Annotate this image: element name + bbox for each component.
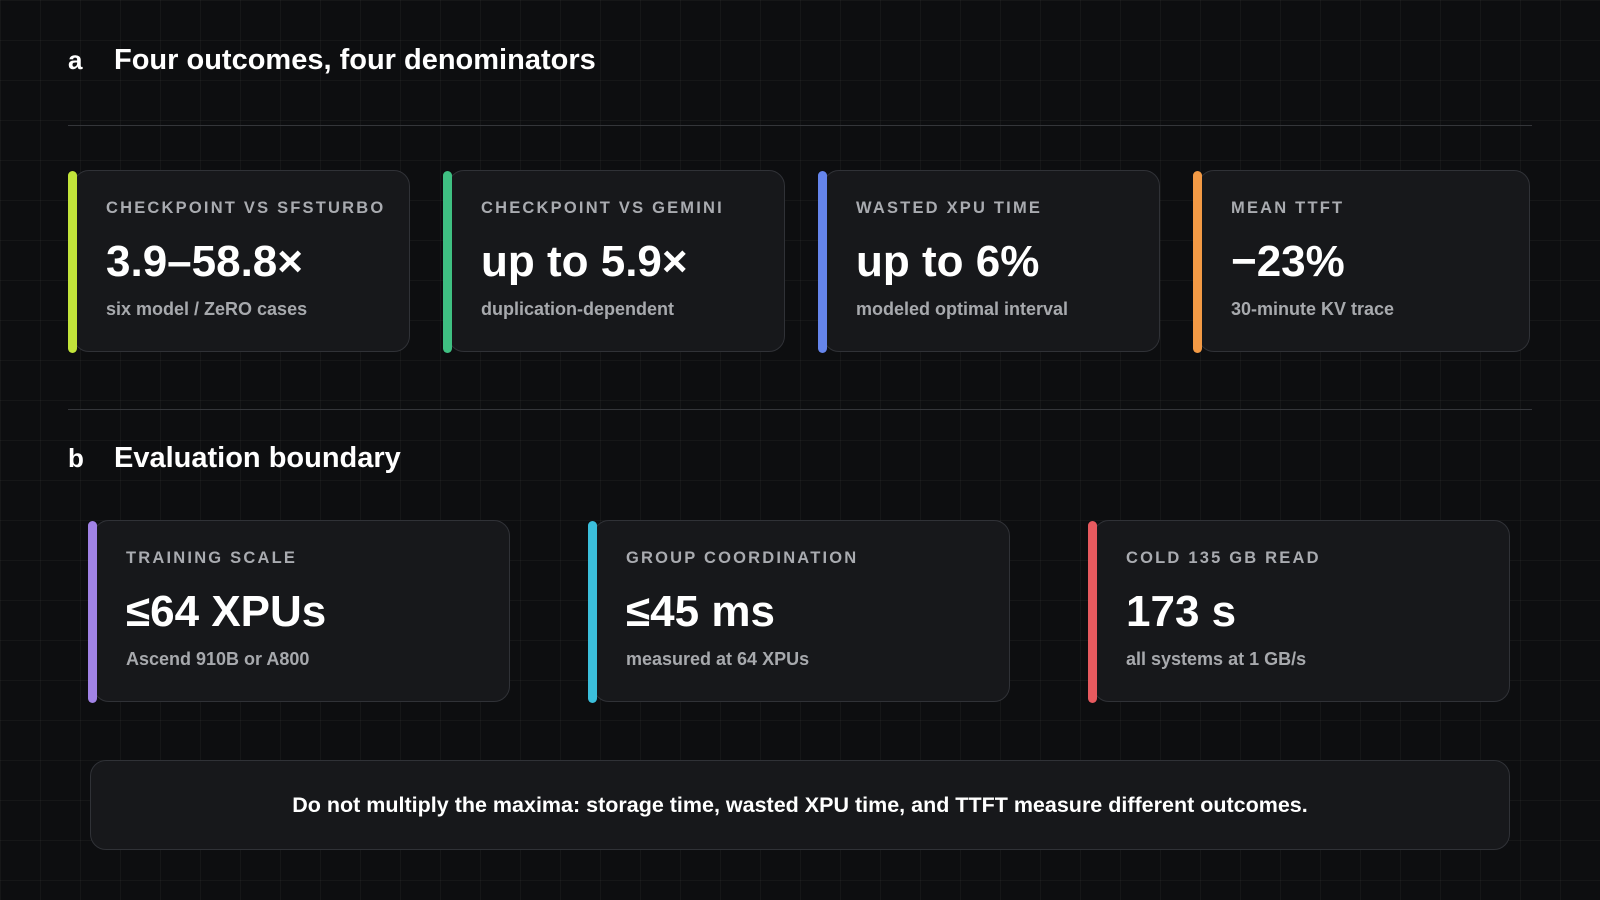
card-accent-bar (68, 171, 77, 353)
card-label: WASTED XPU TIME (856, 199, 1042, 218)
card-accent-bar (1088, 521, 1097, 703)
card-caption: modeled optimal interval (856, 299, 1068, 320)
card-label: GROUP COORDINATION (626, 549, 858, 568)
card-label: MEAN TTFT (1231, 199, 1344, 218)
card-label: TRAINING SCALE (126, 549, 297, 568)
section-a-header: a Four outcomes, four denominators (68, 44, 596, 77)
card-value: up to 6% (856, 237, 1039, 287)
section-b-title: Evaluation boundary (114, 442, 401, 475)
divider-middle (68, 409, 1532, 410)
metric-card-group-coordination: GROUP COORDINATION ≤45 ms measured at 64… (593, 520, 1010, 702)
card-accent-bar (818, 171, 827, 353)
card-caption: measured at 64 XPUs (626, 649, 809, 670)
card-value: 173 s (1126, 587, 1236, 637)
card-accent-bar (1193, 171, 1202, 353)
card-label: CHECKPOINT VS GEMINI (481, 199, 724, 218)
card-accent-bar (443, 171, 452, 353)
card-value: up to 5.9× (481, 237, 688, 287)
divider-top (68, 125, 1532, 126)
card-caption: all systems at 1 GB/s (1126, 649, 1306, 670)
metric-card-checkpoint-vs-gemini: CHECKPOINT VS GEMINI up to 5.9× duplicat… (448, 170, 785, 352)
metric-card-cold-read: COLD 135 GB READ 173 s all systems at 1 … (1093, 520, 1510, 702)
section-a-letter: a (68, 45, 114, 76)
card-caption: duplication-dependent (481, 299, 674, 320)
card-value: −23% (1231, 237, 1345, 287)
card-caption: six model / ZeRO cases (106, 299, 307, 320)
metric-card-wasted-xpu-time: WASTED XPU TIME up to 6% modeled optimal… (823, 170, 1160, 352)
metric-card-mean-ttft: MEAN TTFT −23% 30-minute KV trace (1198, 170, 1530, 352)
metric-card-training-scale: TRAINING SCALE ≤64 XPUs Ascend 910B or A… (93, 520, 510, 702)
caution-note-text: Do not multiply the maxima: storage time… (292, 793, 1307, 818)
section-b-letter: b (68, 443, 114, 474)
section-a-title: Four outcomes, four denominators (114, 44, 596, 77)
card-accent-bar (88, 521, 97, 703)
caution-note: Do not multiply the maxima: storage time… (90, 760, 1510, 850)
card-value: ≤45 ms (626, 587, 775, 637)
card-value: ≤64 XPUs (126, 587, 326, 637)
card-caption: Ascend 910B or A800 (126, 649, 309, 670)
card-value: 3.9–58.8× (106, 237, 303, 287)
card-accent-bar (588, 521, 597, 703)
card-label: COLD 135 GB READ (1126, 549, 1321, 568)
card-label: CHECKPOINT VS SFSTURBO (106, 199, 385, 218)
section-b-header: b Evaluation boundary (68, 442, 401, 475)
metric-card-checkpoint-vs-sfsturbo: CHECKPOINT VS SFSTURBO 3.9–58.8× six mod… (73, 170, 410, 352)
card-caption: 30-minute KV trace (1231, 299, 1394, 320)
